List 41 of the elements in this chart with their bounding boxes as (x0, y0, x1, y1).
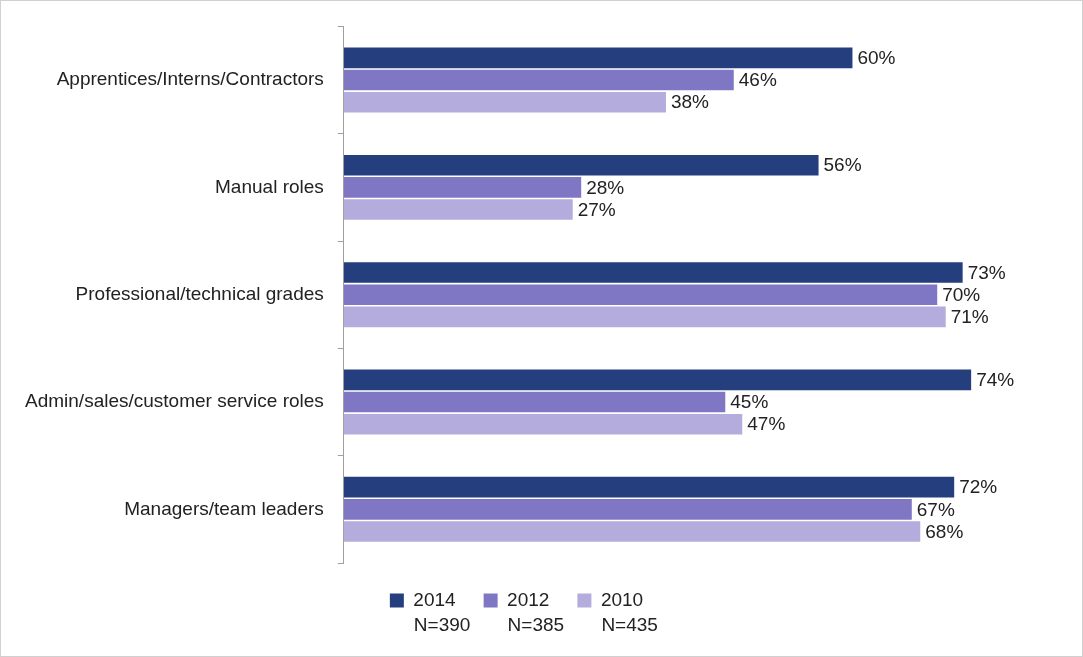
legend-label: 2012 (507, 588, 550, 610)
data-label: 56% (823, 154, 862, 176)
data-label: 38% (670, 91, 710, 113)
y-tick-label: Manual roles (215, 175, 324, 197)
data-label: 73% (967, 261, 1006, 283)
bar (343, 499, 912, 520)
bar (343, 476, 955, 498)
bar (343, 391, 726, 413)
legend-label: 2010 (600, 588, 644, 610)
bar (343, 369, 972, 391)
bar (343, 262, 963, 283)
y-tick-label: Managers/team leaders (124, 497, 324, 519)
data-label: 67% (916, 498, 955, 520)
data-label: 72% (959, 476, 998, 498)
text: N=385 (507, 613, 565, 635)
data-label: 28% (586, 176, 625, 198)
text: N=435 (601, 613, 658, 635)
data-label: 27% (577, 198, 616, 220)
data-label: 68% (925, 520, 964, 542)
bar (343, 154, 819, 176)
y-tick-label: Admin/sales/customer service roles (25, 390, 324, 412)
bar (343, 177, 582, 198)
legend-label: 2014 (413, 588, 457, 610)
data-label: 74% (976, 369, 1015, 391)
bar (343, 199, 573, 220)
bar (343, 91, 666, 113)
data-label: 60% (857, 47, 896, 69)
bar (343, 413, 743, 435)
bar (343, 284, 938, 306)
text: N=390 (413, 613, 471, 635)
data-label: 45% (730, 391, 769, 413)
data-label: 46% (738, 69, 777, 91)
data-label: 70% (942, 283, 981, 305)
data-label: 71% (950, 306, 989, 328)
bar (343, 69, 734, 91)
bar (343, 306, 946, 328)
y-tick-label: Apprentices/Interns/Contractors (56, 68, 324, 90)
bar (343, 521, 921, 542)
data-label: 47% (747, 413, 786, 435)
bar (343, 47, 853, 69)
y-tick-label: Professional/technical grades (75, 282, 324, 304)
